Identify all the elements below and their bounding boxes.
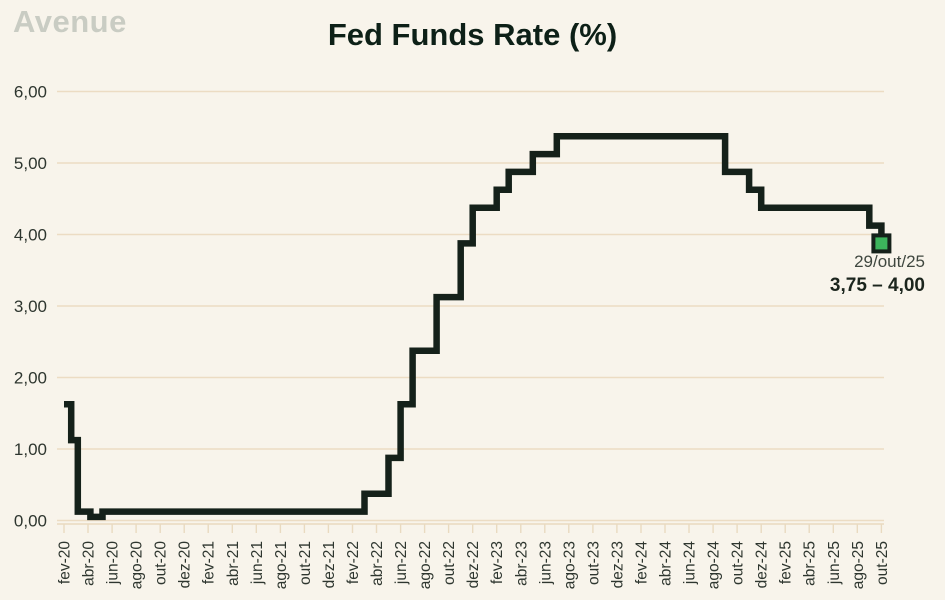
y-tick-label: 2,00 <box>14 369 47 388</box>
x-tick-label: out-23 <box>585 541 602 585</box>
x-tick-label: fev-21 <box>201 541 218 584</box>
x-tick-label: ago-22 <box>417 541 434 589</box>
y-tick-label: 3,00 <box>14 297 47 316</box>
x-tick-label: ago-21 <box>273 541 290 589</box>
x-tick-label: ago-25 <box>850 541 867 589</box>
latest-point-annotation: 29/out/25 3,75 – 4,00 <box>830 252 925 297</box>
x-tick-label: out-20 <box>153 541 170 585</box>
y-tick-label: 6,00 <box>14 83 47 102</box>
x-tick-label: abr-20 <box>81 541 98 586</box>
x-tick-label: fev-22 <box>345 541 362 584</box>
x-tick-label: out-22 <box>441 541 458 585</box>
x-tick-label: fev-20 <box>57 541 74 584</box>
x-tick-label: ago-23 <box>561 541 578 589</box>
x-tick-label: dez-20 <box>177 541 194 589</box>
x-tick-label: ago-20 <box>129 541 146 590</box>
x-tick-label: jun-23 <box>537 541 554 585</box>
x-tick-label: ago-24 <box>706 541 723 590</box>
rate-step-line <box>64 132 885 521</box>
x-tick-label: fev-23 <box>489 541 506 584</box>
x-tick-label: abr-21 <box>225 541 242 586</box>
x-tick-label: jun-22 <box>393 541 410 585</box>
x-tick-label: out-21 <box>297 541 314 585</box>
x-tick-label: dez-21 <box>321 541 338 588</box>
x-tick-label: abr-23 <box>513 541 530 586</box>
x-tick-label: jun-20 <box>105 541 122 585</box>
x-tick-label: dez-22 <box>465 541 482 588</box>
annotation-date: 29/out/25 <box>854 252 925 271</box>
x-tick-label: abr-22 <box>369 541 386 586</box>
y-tick-label: 1,00 <box>14 440 47 459</box>
x-tick-label: dez-24 <box>754 541 771 589</box>
latest-point-marker <box>871 233 892 254</box>
x-tick-label: dez-23 <box>609 541 626 588</box>
chart-title: Fed Funds Rate (%) <box>327 17 618 52</box>
avenue-logo: Avenue <box>13 4 127 39</box>
x-tick-label: fev-24 <box>634 541 651 584</box>
x-tick-label: abr-24 <box>658 541 675 586</box>
annotation-range: 3,75 – 4,00 <box>829 275 925 296</box>
y-tick-label: 5,00 <box>14 154 47 173</box>
x-tick-label: fev-25 <box>778 541 795 584</box>
x-tick-label: jun-21 <box>249 541 266 585</box>
x-tick-label: out-25 <box>874 541 891 585</box>
x-tick-label: out-24 <box>730 541 747 585</box>
y-tick-label: 0,00 <box>14 512 47 531</box>
y-tick-label: 4,00 <box>14 226 47 245</box>
x-tick-label: jun-24 <box>682 541 699 585</box>
x-tick-label: jun-25 <box>826 541 843 585</box>
x-tick-label: abr-25 <box>802 541 819 586</box>
